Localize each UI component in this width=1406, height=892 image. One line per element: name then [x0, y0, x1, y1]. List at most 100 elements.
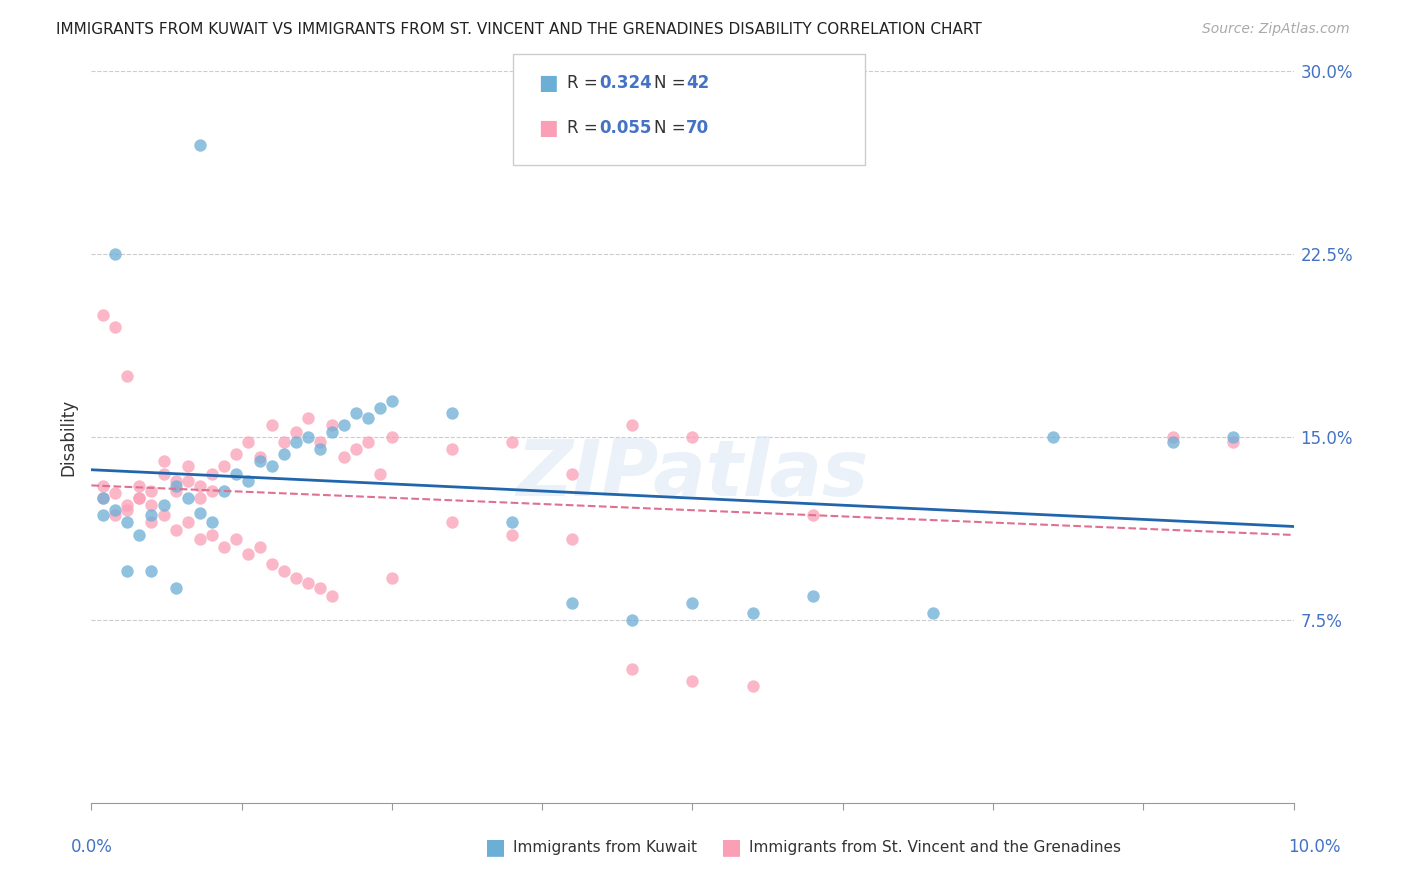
Point [152, 499, 174, 513]
Text: 0.0%: 0.0% [70, 838, 112, 856]
Point [284, 572, 307, 586]
Point [501, 527, 523, 541]
Point [561, 533, 583, 547]
Text: 42: 42 [686, 74, 710, 92]
Text: 0.324: 0.324 [599, 74, 652, 92]
Point [152, 454, 174, 468]
Point [273, 434, 295, 449]
Point [273, 447, 295, 461]
Point [249, 450, 271, 464]
Point [176, 459, 198, 474]
Text: 0.055: 0.055 [599, 119, 651, 136]
Point [141, 483, 163, 498]
Point [321, 417, 343, 432]
Point [440, 442, 463, 457]
Point [93, 308, 115, 322]
Point [273, 564, 295, 578]
Point [260, 459, 283, 474]
Point [225, 533, 247, 547]
Point [104, 508, 127, 522]
Point [225, 447, 247, 461]
Point [104, 503, 127, 517]
Point [621, 417, 644, 432]
Point [297, 576, 319, 591]
Point [1042, 430, 1064, 444]
Point [117, 516, 139, 530]
Point [201, 467, 224, 481]
Point [104, 247, 127, 261]
Text: Immigrants from St. Vincent and the Grenadines: Immigrants from St. Vincent and the Gren… [749, 840, 1122, 855]
Point [201, 483, 224, 498]
Point [501, 516, 523, 530]
Point [801, 589, 824, 603]
Point [176, 491, 198, 505]
Point [801, 508, 824, 522]
Point [236, 474, 259, 488]
Point [440, 406, 463, 420]
Point [128, 491, 150, 505]
Point [165, 523, 187, 537]
Point [357, 410, 380, 425]
Point [681, 596, 703, 610]
Point [561, 467, 583, 481]
Text: ■: ■ [485, 838, 506, 857]
Point [249, 540, 271, 554]
Point [165, 474, 187, 488]
Point [93, 491, 115, 505]
Text: ■: ■ [721, 838, 742, 857]
Point [321, 425, 343, 440]
Point [1222, 434, 1244, 449]
Text: N =: N = [654, 119, 690, 136]
Point [188, 491, 211, 505]
Point [176, 516, 198, 530]
Point [236, 434, 259, 449]
Point [117, 503, 139, 517]
Point [308, 434, 330, 449]
Point [308, 442, 330, 457]
Point [104, 486, 127, 500]
Point [117, 369, 139, 384]
Point [344, 442, 367, 457]
Point [333, 450, 356, 464]
Point [128, 479, 150, 493]
Point [201, 516, 224, 530]
Text: R =: R = [567, 74, 603, 92]
Point [212, 483, 235, 498]
Point [297, 430, 319, 444]
Point [621, 662, 644, 676]
Text: N =: N = [654, 74, 690, 92]
Point [922, 606, 945, 620]
Point [104, 320, 127, 334]
Point [128, 527, 150, 541]
Point [440, 516, 463, 530]
Point [93, 508, 115, 522]
Point [561, 596, 583, 610]
Point [225, 467, 247, 481]
Point [249, 454, 271, 468]
Point [188, 479, 211, 493]
Point [381, 430, 404, 444]
Point [260, 417, 283, 432]
Point [212, 459, 235, 474]
Text: R =: R = [567, 119, 603, 136]
Point [344, 406, 367, 420]
Point [188, 533, 211, 547]
Point [297, 410, 319, 425]
Point [117, 499, 139, 513]
Point [188, 137, 211, 152]
Point [128, 491, 150, 505]
Point [165, 581, 187, 595]
Point [141, 499, 163, 513]
Point [152, 508, 174, 522]
Text: ■: ■ [538, 118, 558, 137]
Point [165, 479, 187, 493]
Point [93, 479, 115, 493]
Point [141, 564, 163, 578]
Text: 70: 70 [686, 119, 709, 136]
Point [236, 547, 259, 561]
Point [176, 474, 198, 488]
Point [117, 564, 139, 578]
Text: IMMIGRANTS FROM KUWAIT VS IMMIGRANTS FROM ST. VINCENT AND THE GRENADINES DISABIL: IMMIGRANTS FROM KUWAIT VS IMMIGRANTS FRO… [56, 22, 981, 37]
Point [141, 516, 163, 530]
Point [1222, 430, 1244, 444]
